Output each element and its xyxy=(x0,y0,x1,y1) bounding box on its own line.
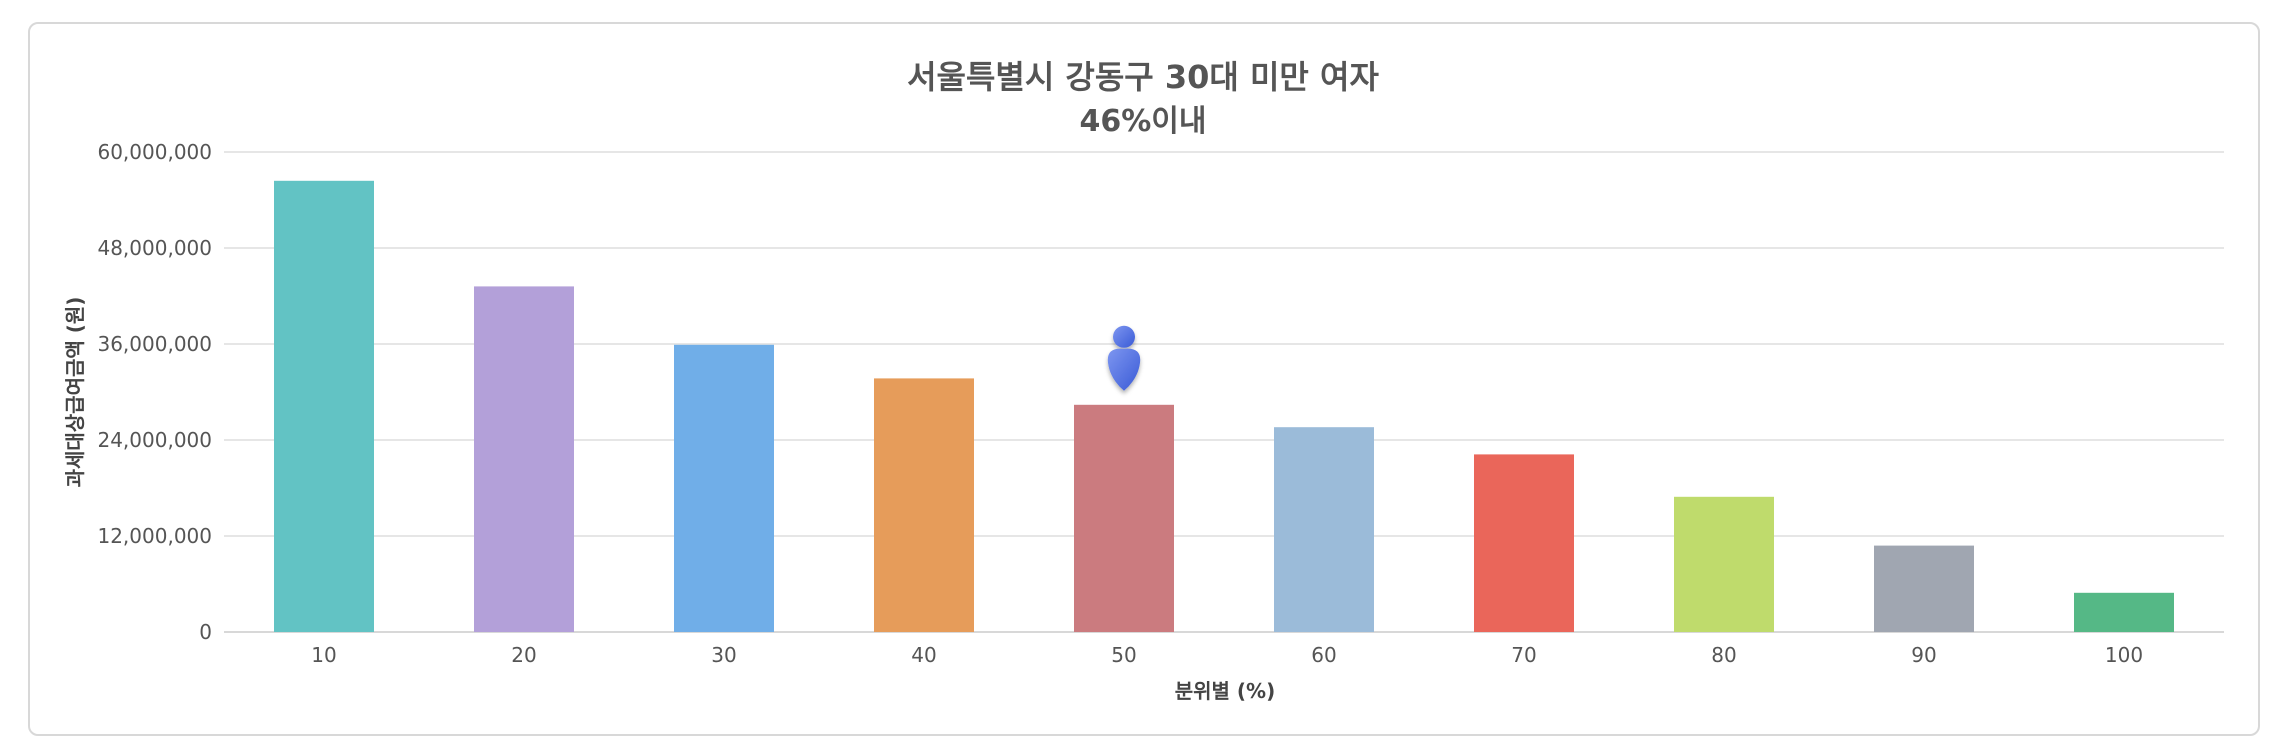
bar-40[interactable] xyxy=(874,378,974,632)
x-tick-label: 50 xyxy=(1111,643,1136,667)
x-tick-label: 40 xyxy=(911,643,936,667)
y-tick-label: 60,000,000 xyxy=(97,140,212,164)
bar-60[interactable] xyxy=(1274,427,1374,632)
y-tick-label: 36,000,000 xyxy=(97,332,212,356)
chart-title: 서울특별시 강동구 30대 미만 여자 xyxy=(907,58,1379,96)
chart-subtitle: 46%이내 xyxy=(1079,104,1207,139)
bar-70[interactable] xyxy=(1474,454,1574,632)
x-tick-label: 20 xyxy=(511,643,536,667)
bar-50[interactable] xyxy=(1074,404,1174,632)
x-axis-title: 분위별 (%) xyxy=(1175,679,1275,703)
bar-20[interactable] xyxy=(474,286,574,632)
bar-90[interactable] xyxy=(1874,545,1974,632)
bar-30[interactable] xyxy=(674,344,774,632)
bar-10[interactable] xyxy=(274,180,374,633)
x-tick-label: 10 xyxy=(311,643,336,667)
x-tick-label: 70 xyxy=(1511,643,1536,667)
y-tick-label: 48,000,000 xyxy=(97,236,212,260)
bar-100[interactable] xyxy=(2074,592,2174,632)
person-marker-icon xyxy=(1107,325,1141,391)
bar-80[interactable] xyxy=(1674,496,1774,632)
y-tick-label: 24,000,000 xyxy=(97,428,212,452)
x-tick-label: 80 xyxy=(1711,643,1736,667)
x-tick-label: 60 xyxy=(1311,643,1336,667)
x-tick-label: 30 xyxy=(711,643,736,667)
x-tick-label: 90 xyxy=(1911,643,1936,667)
y-axis-title: 과세대상급여금액 (원) xyxy=(63,297,87,488)
x-tick-label: 100 xyxy=(2105,643,2143,667)
y-tick-label: 12,000,000 xyxy=(97,524,212,548)
y-tick-label: 0 xyxy=(199,620,212,644)
